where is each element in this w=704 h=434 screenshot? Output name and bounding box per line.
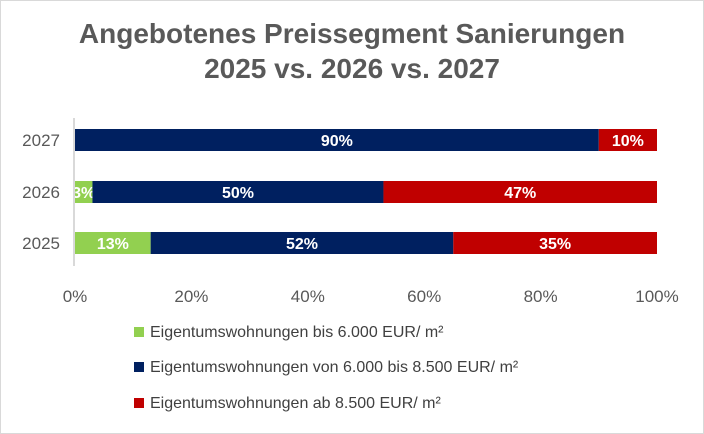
category-label: 2025 bbox=[22, 234, 60, 253]
data-label: 47% bbox=[504, 185, 536, 202]
data-label: 13% bbox=[97, 236, 129, 253]
title-line-2: 2025 vs. 2026 vs. 2027 bbox=[204, 53, 500, 84]
bar-segment bbox=[75, 129, 599, 151]
bar-segment bbox=[383, 181, 657, 203]
data-label: 10% bbox=[612, 133, 644, 150]
x-tick-label: 0% bbox=[63, 287, 88, 306]
bar-segment bbox=[75, 232, 151, 254]
category-label: 2027 bbox=[22, 131, 60, 150]
legend-marker bbox=[134, 398, 144, 408]
bar-segment bbox=[598, 129, 657, 151]
data-label: 35% bbox=[539, 236, 571, 253]
x-tick-label: 80% bbox=[524, 287, 558, 306]
bar-segment bbox=[92, 181, 384, 203]
bar-segment bbox=[150, 232, 454, 254]
bar-segment bbox=[453, 232, 657, 254]
data-label: 52% bbox=[286, 236, 318, 253]
data-label: 90% bbox=[321, 133, 353, 150]
x-tick-label: 20% bbox=[174, 287, 208, 306]
data-label: 50% bbox=[222, 185, 254, 202]
category-label: 2026 bbox=[22, 183, 60, 202]
legend-marker bbox=[134, 362, 144, 372]
legend-marker bbox=[134, 327, 144, 337]
legend-entry: Eigentumswohnungen ab 8.500 EUR/ m² bbox=[150, 395, 442, 412]
x-tick-label: 40% bbox=[291, 287, 325, 306]
title-line-1: Angebotenes Preissegment Sanierungen bbox=[78, 18, 626, 49]
bars-group: 0%90%10%3%50%47%13%52%35% bbox=[72, 129, 657, 254]
data-label: 3% bbox=[72, 185, 95, 202]
x-tick-label: 60% bbox=[407, 287, 441, 306]
legend-entry: Eigentumswohnungen von 6.000 bis 8.500 E… bbox=[150, 359, 519, 376]
chart-title: Angebotenes Preissegment Sanierungen 202… bbox=[0, 16, 704, 86]
legend-entry: Eigentumswohnungen bis 6.000 EUR/ m² bbox=[150, 324, 444, 341]
bar-segment bbox=[75, 181, 93, 203]
x-tick-label: 100% bbox=[635, 287, 678, 306]
